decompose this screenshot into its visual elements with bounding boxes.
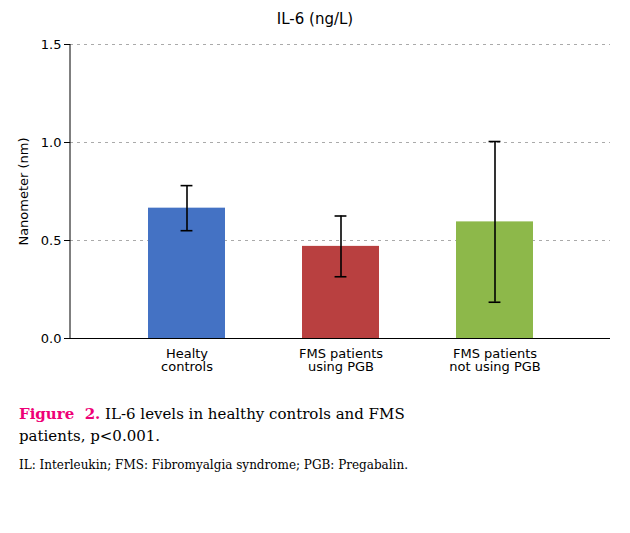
svg-text:1.5: 1.5 [41,37,62,52]
svg-text:Nanometer (nm): Nanometer (nm) [16,137,31,245]
svg-text:FMS patientsusing PGB: FMS patientsusing PGB [299,346,383,374]
svg-text:0.0: 0.0 [41,331,62,346]
svg-text:0.5: 0.5 [41,233,62,248]
html-text:Figure 2. IL-6 levels in healt: Figure 2. IL-6 levels in healthy control… [19,405,405,423]
html-text:IL-6 (ng/L): IL-6 (ng/L) [276,10,354,28]
svg-text:FMS patientsnot using PGB: FMS patientsnot using PGB [449,346,541,374]
html-text:patients, p<0.001.: patients, p<0.001. [19,426,161,445]
html-text:IL: Interleukin; FMS: Fibromya: IL: Interleukin; FMS: Fibromyalgia syndr… [19,457,408,472]
svg-text:1.0: 1.0 [41,135,62,150]
svg-text:Healtycontrols: Healtycontrols [161,346,213,374]
